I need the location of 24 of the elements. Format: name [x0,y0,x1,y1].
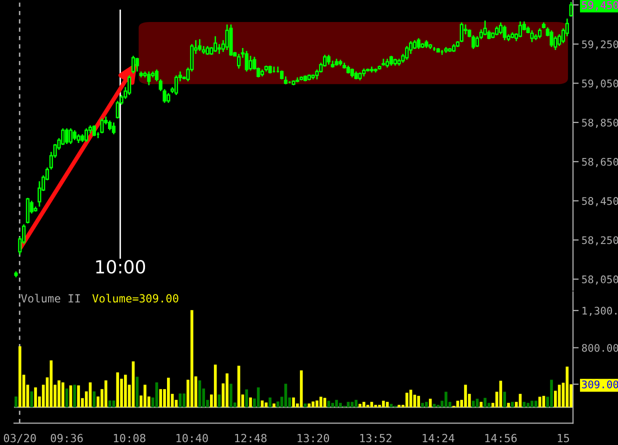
y-tick-label: 58,450 [582,197,618,206]
x-tick-label: 12:48 [235,434,267,442]
y-tick-label: 59,450 [582,1,618,10]
x-tick-label: 13:20 [298,434,330,442]
x-tick-label: 13:52 [360,434,392,442]
x-tick-label: 09:36 [50,434,83,442]
y-tick-label: 59,250 [582,40,618,50]
x-tick-label: 03/20 [4,434,36,444]
y-tick-label: 59,050 [582,80,618,89]
x-tick-label: 15 [558,434,570,442]
y-tick-label: 800.00 [582,344,618,352]
x-tick-label: 14:56 [485,434,517,442]
y-tick-label: 58,050 [582,275,618,285]
y-tick-label: 1,300. [582,306,616,316]
y-tick-label: 58,850 [582,118,618,128]
annotation: Volume=309.00 [92,294,178,303]
y-tick-label: 58,250 [582,236,618,246]
x-tick-label: 10:40 [176,434,208,442]
annotation: Volume II [21,294,80,303]
x-tick-label: 10:08 [114,434,146,442]
y-tick-label: 309.00 [582,380,618,388]
x-tick-label: 14:24 [422,434,454,442]
annotation: 10:00 [96,260,146,274]
y-tick-label: 58,650 [582,158,618,168]
